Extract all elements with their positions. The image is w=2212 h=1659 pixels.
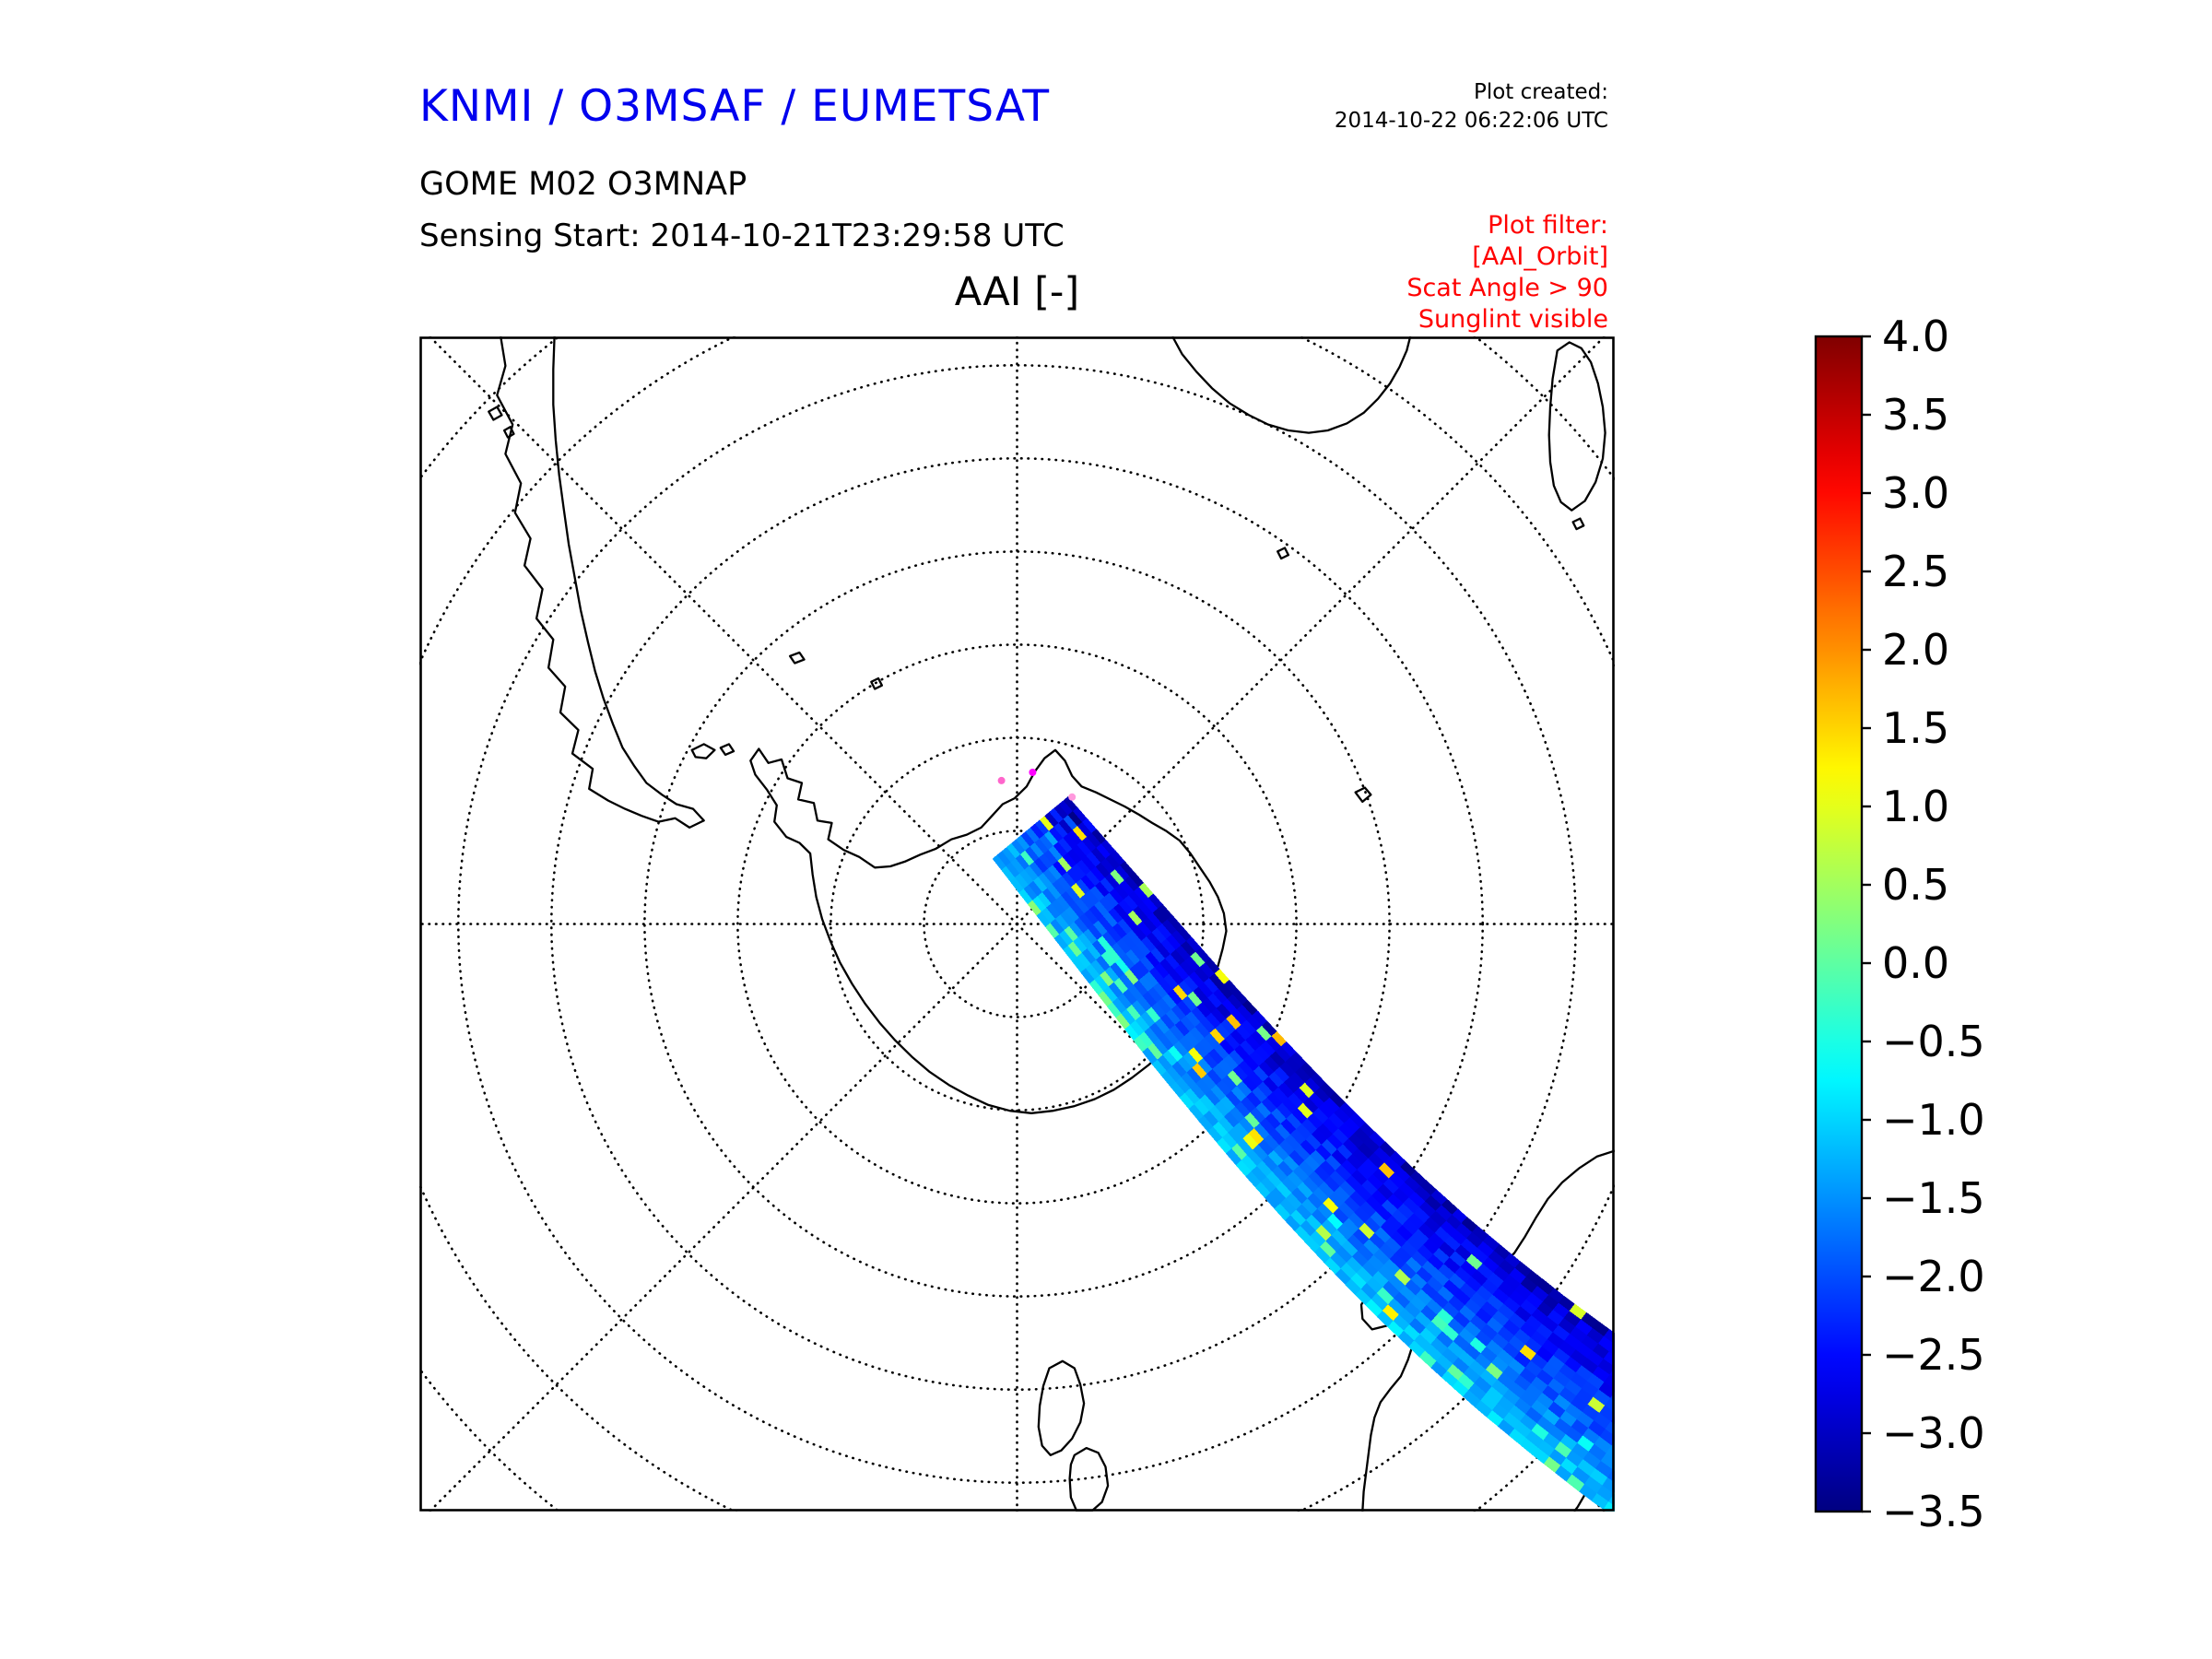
- colorbar-tick-label: 3.5: [1882, 390, 1949, 440]
- map-content: [419, 336, 1615, 1512]
- colorbar-gradient: [1816, 336, 1862, 1512]
- coastline-bouvet-island: [870, 677, 884, 690]
- coastline-antarctica: [749, 747, 1228, 1114]
- colorbar-tick-label: −1.0: [1882, 1095, 1985, 1145]
- colorbar-tick-label: −3.0: [1882, 1408, 1985, 1458]
- colorbar-tick-label: 2.0: [1882, 625, 1949, 675]
- plot-filter-line: Scat Angle > 90: [1406, 274, 1608, 302]
- coastline-island-reunion: [1571, 517, 1585, 531]
- colorbar-tick-label: 1.5: [1882, 703, 1949, 753]
- coastline-falkland-islands: [690, 743, 716, 759]
- colorbar-tick-label: −0.5: [1882, 1017, 1985, 1066]
- sensing-start: Sensing Start: 2014-10-21T23:29:58 UTC: [419, 218, 1065, 254]
- aai-swath: [992, 796, 1615, 1512]
- product-name: GOME M02 O3MNAP: [419, 166, 747, 203]
- coastline-south-america: [496, 336, 705, 830]
- plot-filter-line: [AAI_Orbit]: [1472, 242, 1608, 271]
- plot-filter-line: Plot filter:: [1488, 211, 1608, 240]
- plot-filter: Plot filter: [AAI_Orbit] Scat Angle > 90…: [1240, 210, 1608, 335]
- coastline-islet-top-left-2: [502, 426, 515, 439]
- colorbar-tick-label: −3.5: [1882, 1487, 1985, 1536]
- coastline-islet-top-left: [488, 406, 503, 421]
- colorbar-tick-label: 2.5: [1882, 547, 1949, 596]
- colorbar-tick-label: 1.0: [1882, 782, 1949, 831]
- colorbar-tick-label: −2.0: [1882, 1252, 1985, 1301]
- plot-title: AAI [-]: [954, 269, 1080, 315]
- coastline-new-zealand-south: [1037, 1359, 1086, 1456]
- coastline-madagascar: [1547, 341, 1606, 512]
- colorbar-border: [1814, 335, 1864, 1513]
- colorbar-tick-label: 4.0: [1882, 312, 1949, 361]
- colorbar-tick-label: 0.5: [1882, 860, 1949, 910]
- colorbar: 4.0 3.5 3.0 2.5 2.0 1.5 1.0 0.5 0.0 −0.5 −1.0 −1.5 −…: [1814, 312, 1985, 1536]
- colorbar-tick-label: 0.0: [1882, 938, 1949, 988]
- plot-filter-line: Sunglint visible: [1418, 305, 1608, 334]
- coastline-island-marion: [1277, 547, 1290, 560]
- coastline-island-kerguelen: [1354, 786, 1372, 804]
- coastline-south-georgia: [788, 651, 806, 665]
- plot-created-label: Plot created:: [1473, 80, 1608, 104]
- coastline-falkland-islands-2: [719, 743, 735, 757]
- colorbar-tick-label: −2.5: [1882, 1330, 1985, 1380]
- graticule: [419, 336, 1615, 1512]
- map-plot: [419, 336, 1615, 1512]
- colorbar-tick-label: 3.0: [1882, 468, 1949, 518]
- map-frame: [419, 336, 1615, 1512]
- plot-created-value: 2014-10-22 06:22:06 UTC: [1334, 109, 1608, 133]
- colorbar-tick-label: −1.5: [1882, 1173, 1985, 1223]
- brand-title: KNMI / O3MSAF / EUMETSAT: [419, 81, 1051, 132]
- coastline-new-zealand-north: [1068, 1446, 1110, 1512]
- coastline-africa: [1171, 336, 1412, 434]
- plot-created: Plot created: 2014-10-22 06:22:06 UTC: [1143, 78, 1608, 135]
- anomaly-pixels: [997, 769, 1077, 801]
